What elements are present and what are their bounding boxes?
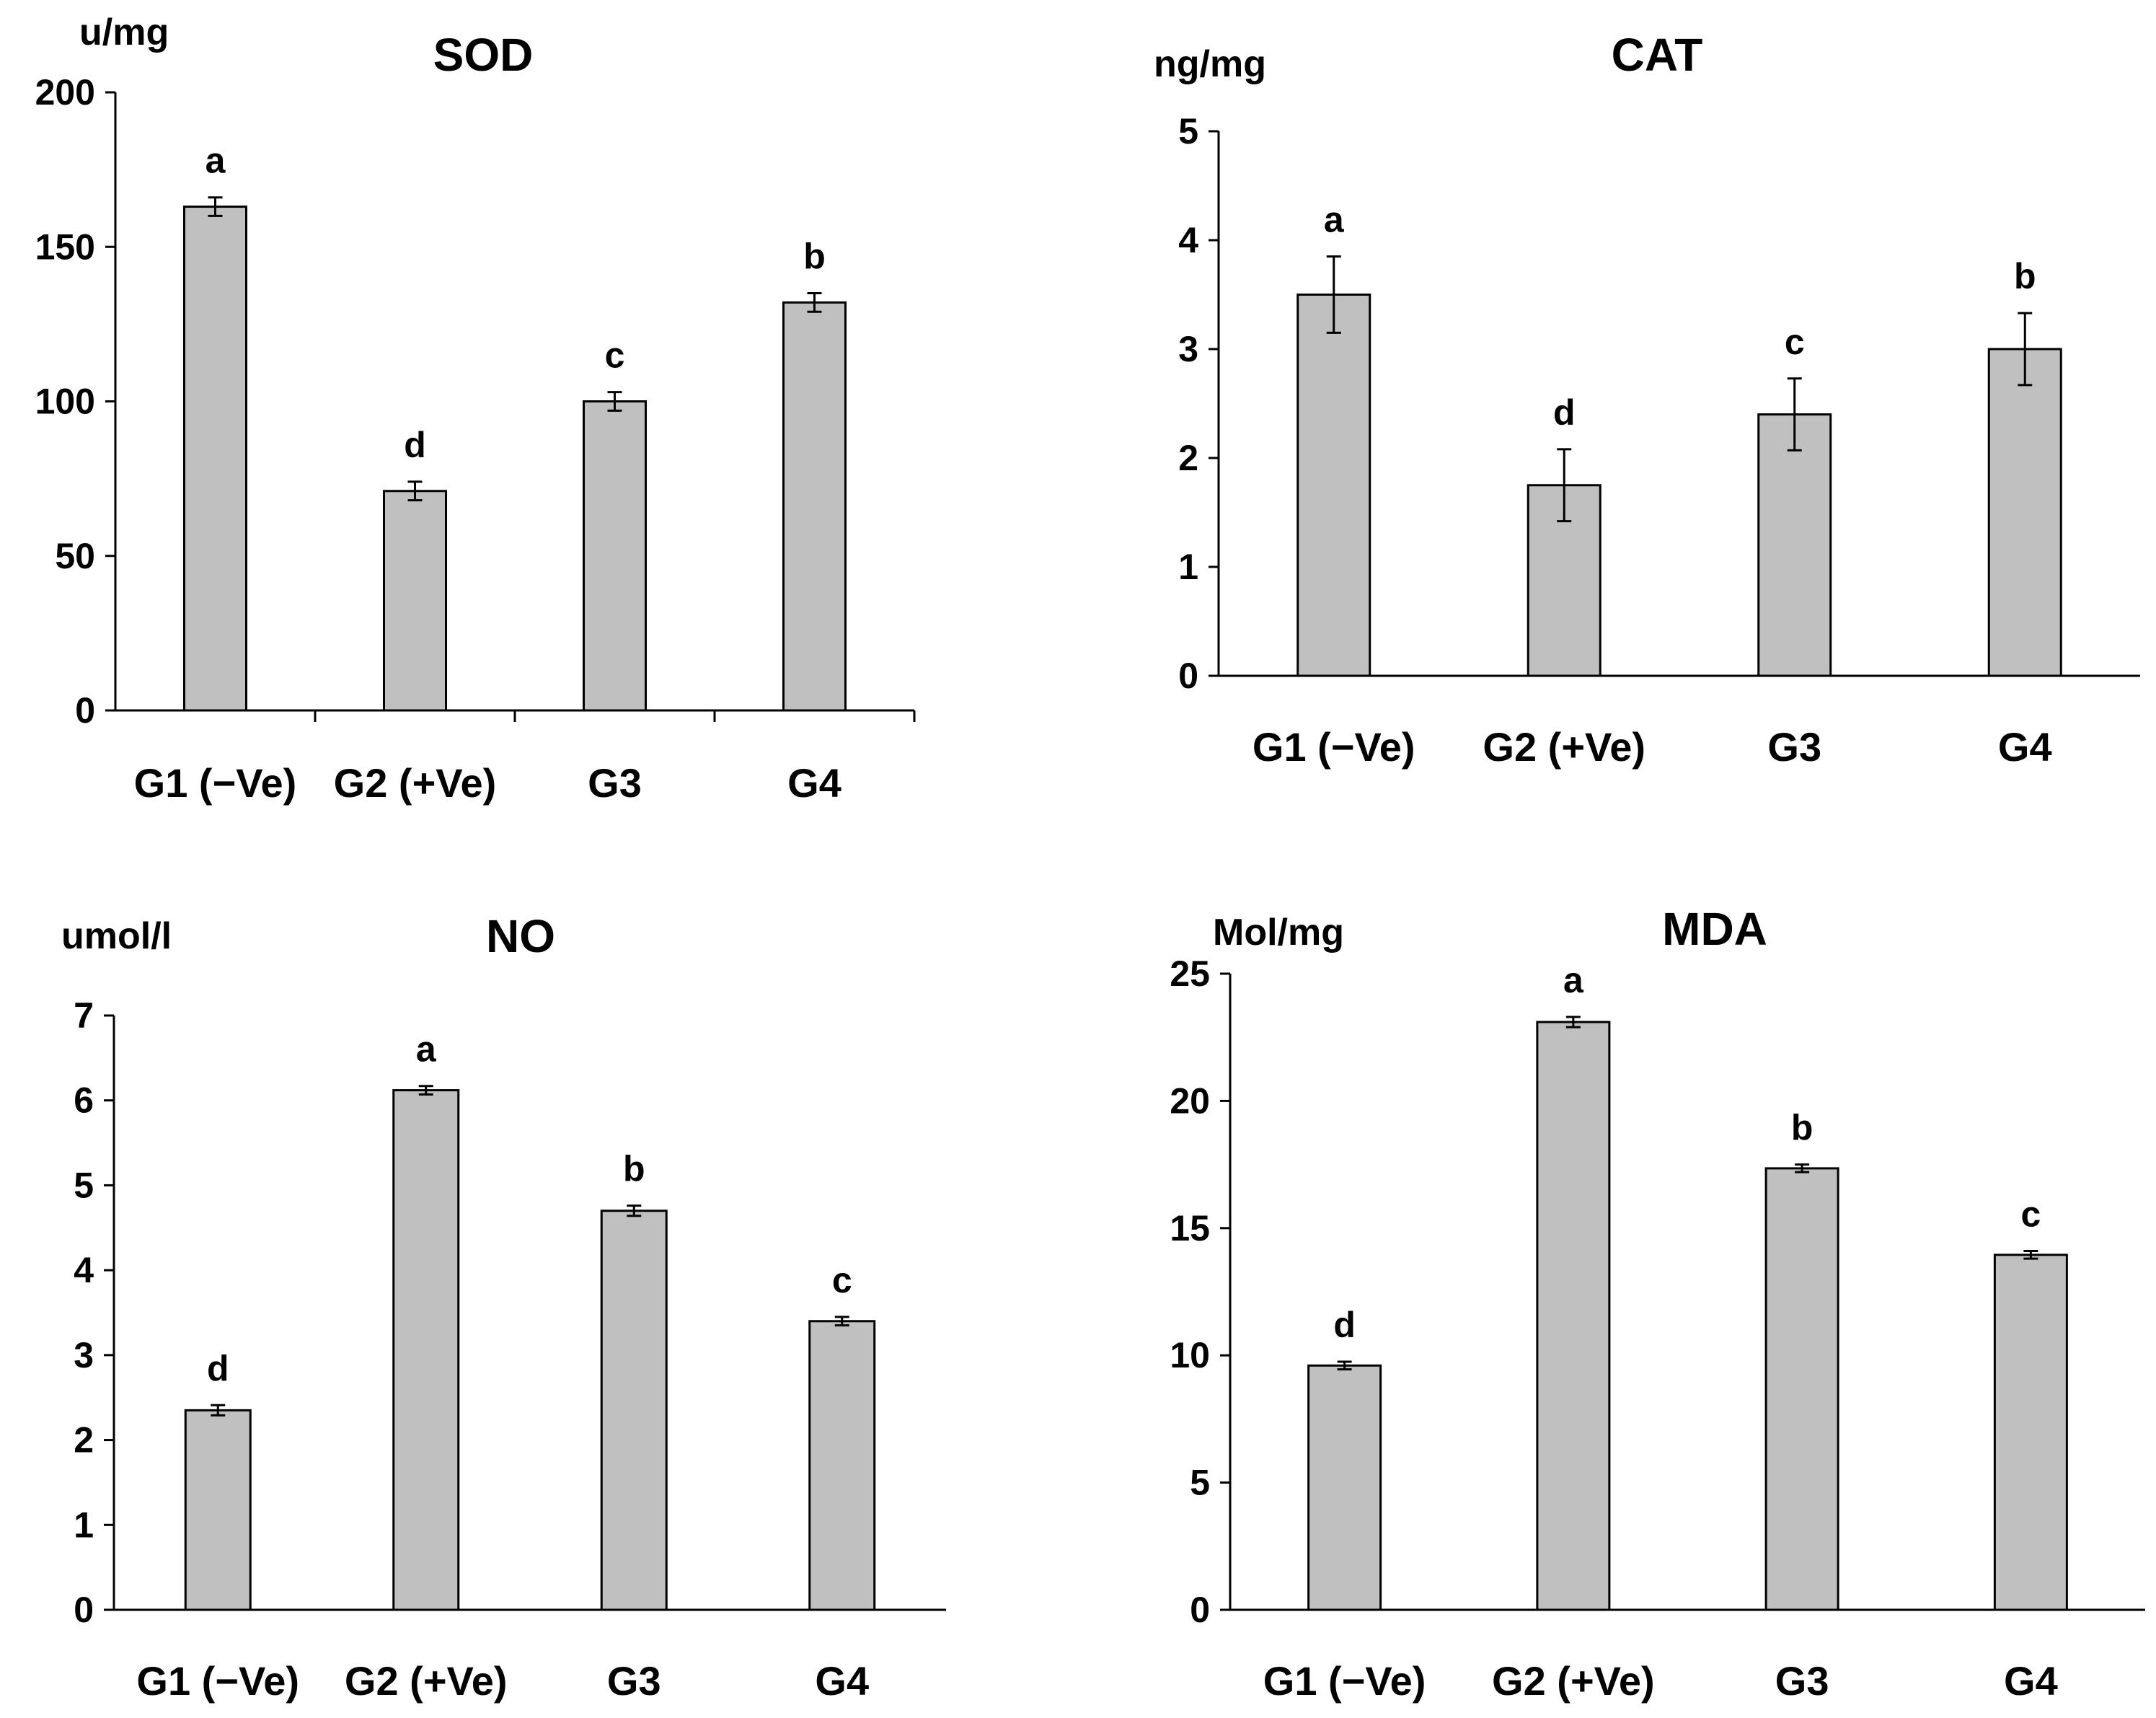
x-category-label: G4 (2004, 1658, 2058, 1704)
y-tick-label: 5 (74, 1165, 94, 1205)
y-tick-label: 1 (1178, 547, 1198, 587)
y-tick-label: 0 (75, 690, 95, 731)
bar (1764, 1167, 1839, 1611)
y-tick-label: 100 (35, 382, 95, 422)
significance-label: c (1785, 322, 1805, 362)
significance-label: d (207, 1348, 229, 1388)
significance-label: b (2014, 256, 2036, 296)
x-category-label: G2 (+Ve) (345, 1658, 508, 1704)
bar (184, 1409, 252, 1611)
x-category-label: G1 (−Ve) (1263, 1658, 1426, 1704)
significance-label: b (1791, 1108, 1813, 1148)
bar (583, 400, 647, 712)
y-tick-label: 10 (1170, 1335, 1210, 1375)
chart-cat: CAT ng/mg 0 1 2 3 4 5 a G1 (−Ve) d G2 (+Ve) c G3 b G4 (1154, 29, 2140, 770)
x-category-label: G2 (+Ve) (1483, 724, 1645, 770)
chart-sod: SOD u/mg 0 50 100 150 200 a G1 (−Ve) d G2 (+Ve) c G3… (35, 12, 916, 806)
x-category-label: G2 (+Ve) (1492, 1658, 1655, 1704)
significance-label: c (605, 335, 625, 376)
chart-mda: MDA Mol/mg 0 5 10 15 20 25 d G1 (−Ve) a G2 (+Ve) b G3… (1170, 903, 2145, 1704)
y-tick-label: 3 (74, 1335, 94, 1375)
chart-title: SOD (433, 29, 534, 81)
y-axis-unit-label: Mol/mg (1213, 912, 1344, 953)
y-tick-label: 200 (35, 72, 95, 113)
chart-title: CAT (1612, 29, 1703, 81)
x-category-label: G4 (1998, 724, 2052, 770)
y-tick-label: 0 (1178, 656, 1198, 696)
chart-title: NO (486, 910, 555, 962)
bar (183, 206, 247, 712)
x-category-label: G4 (815, 1658, 869, 1704)
x-category-label: G3 (607, 1658, 661, 1704)
x-category-label: G4 (787, 760, 841, 806)
y-tick-label: 7 (74, 995, 94, 1036)
y-tick-label: 15 (1170, 1208, 1210, 1248)
y-tick-label: 50 (55, 536, 95, 576)
x-category-label: G3 (1775, 1658, 1829, 1704)
y-tick-label: 4 (1178, 220, 1198, 260)
bar (1307, 1364, 1382, 1611)
y-tick-label: 25 (1170, 953, 1210, 994)
x-category-label: G1 (−Ve) (134, 760, 297, 806)
significance-label: a (1563, 960, 1584, 1000)
y-axis-unit-label: u/mg (79, 12, 169, 53)
significance-label: c (832, 1260, 852, 1300)
significance-label: b (623, 1149, 645, 1189)
significance-label: d (1333, 1305, 1356, 1345)
bar (1296, 294, 1371, 677)
bar (1536, 1021, 1611, 1611)
y-tick-label: 5 (1178, 111, 1198, 151)
y-axis-unit-label: umol/l (61, 915, 172, 957)
bar (383, 490, 447, 712)
significance-label: a (1324, 200, 1345, 240)
y-tick-label: 1 (74, 1505, 94, 1545)
x-category-label: G2 (+Ve) (334, 760, 497, 806)
bar (392, 1089, 460, 1611)
x-category-label: G3 (1767, 724, 1821, 770)
y-axis-unit-label: ng/mg (1154, 43, 1266, 85)
significance-label: a (416, 1029, 437, 1070)
significance-label: d (1553, 392, 1576, 433)
y-tick-label: 3 (1178, 329, 1198, 369)
chart-title: MDA (1662, 903, 1767, 955)
significance-label: a (206, 141, 226, 181)
y-tick-label: 5 (1190, 1463, 1210, 1503)
y-tick-label: 150 (35, 226, 95, 267)
y-tick-label: 2 (74, 1420, 94, 1461)
bar (1987, 348, 2062, 677)
significance-label: d (404, 425, 426, 465)
y-tick-label: 2 (1178, 438, 1198, 478)
bar (1993, 1254, 2068, 1611)
y-tick-label: 20 (1170, 1080, 1210, 1121)
x-category-label: G1 (−Ve) (136, 1658, 299, 1704)
chart-no: NO umol/l 0 1 2 3 4 5 6 7 d G1 (−Ve) a G2 (+Ve) b G3 c G4 (61, 910, 946, 1704)
bar (782, 301, 847, 712)
y-tick-label: 4 (74, 1250, 94, 1290)
x-category-label: G3 (588, 760, 642, 806)
significance-label: c (2020, 1194, 2041, 1235)
y-tick-label: 6 (74, 1080, 94, 1121)
bar (600, 1210, 668, 1611)
x-category-label: G1 (−Ve) (1252, 724, 1415, 770)
y-tick-label: 0 (1190, 1590, 1210, 1630)
significance-label: b (803, 237, 826, 277)
y-tick-label: 0 (74, 1590, 94, 1630)
bar (1757, 413, 1832, 677)
bar (808, 1320, 876, 1611)
